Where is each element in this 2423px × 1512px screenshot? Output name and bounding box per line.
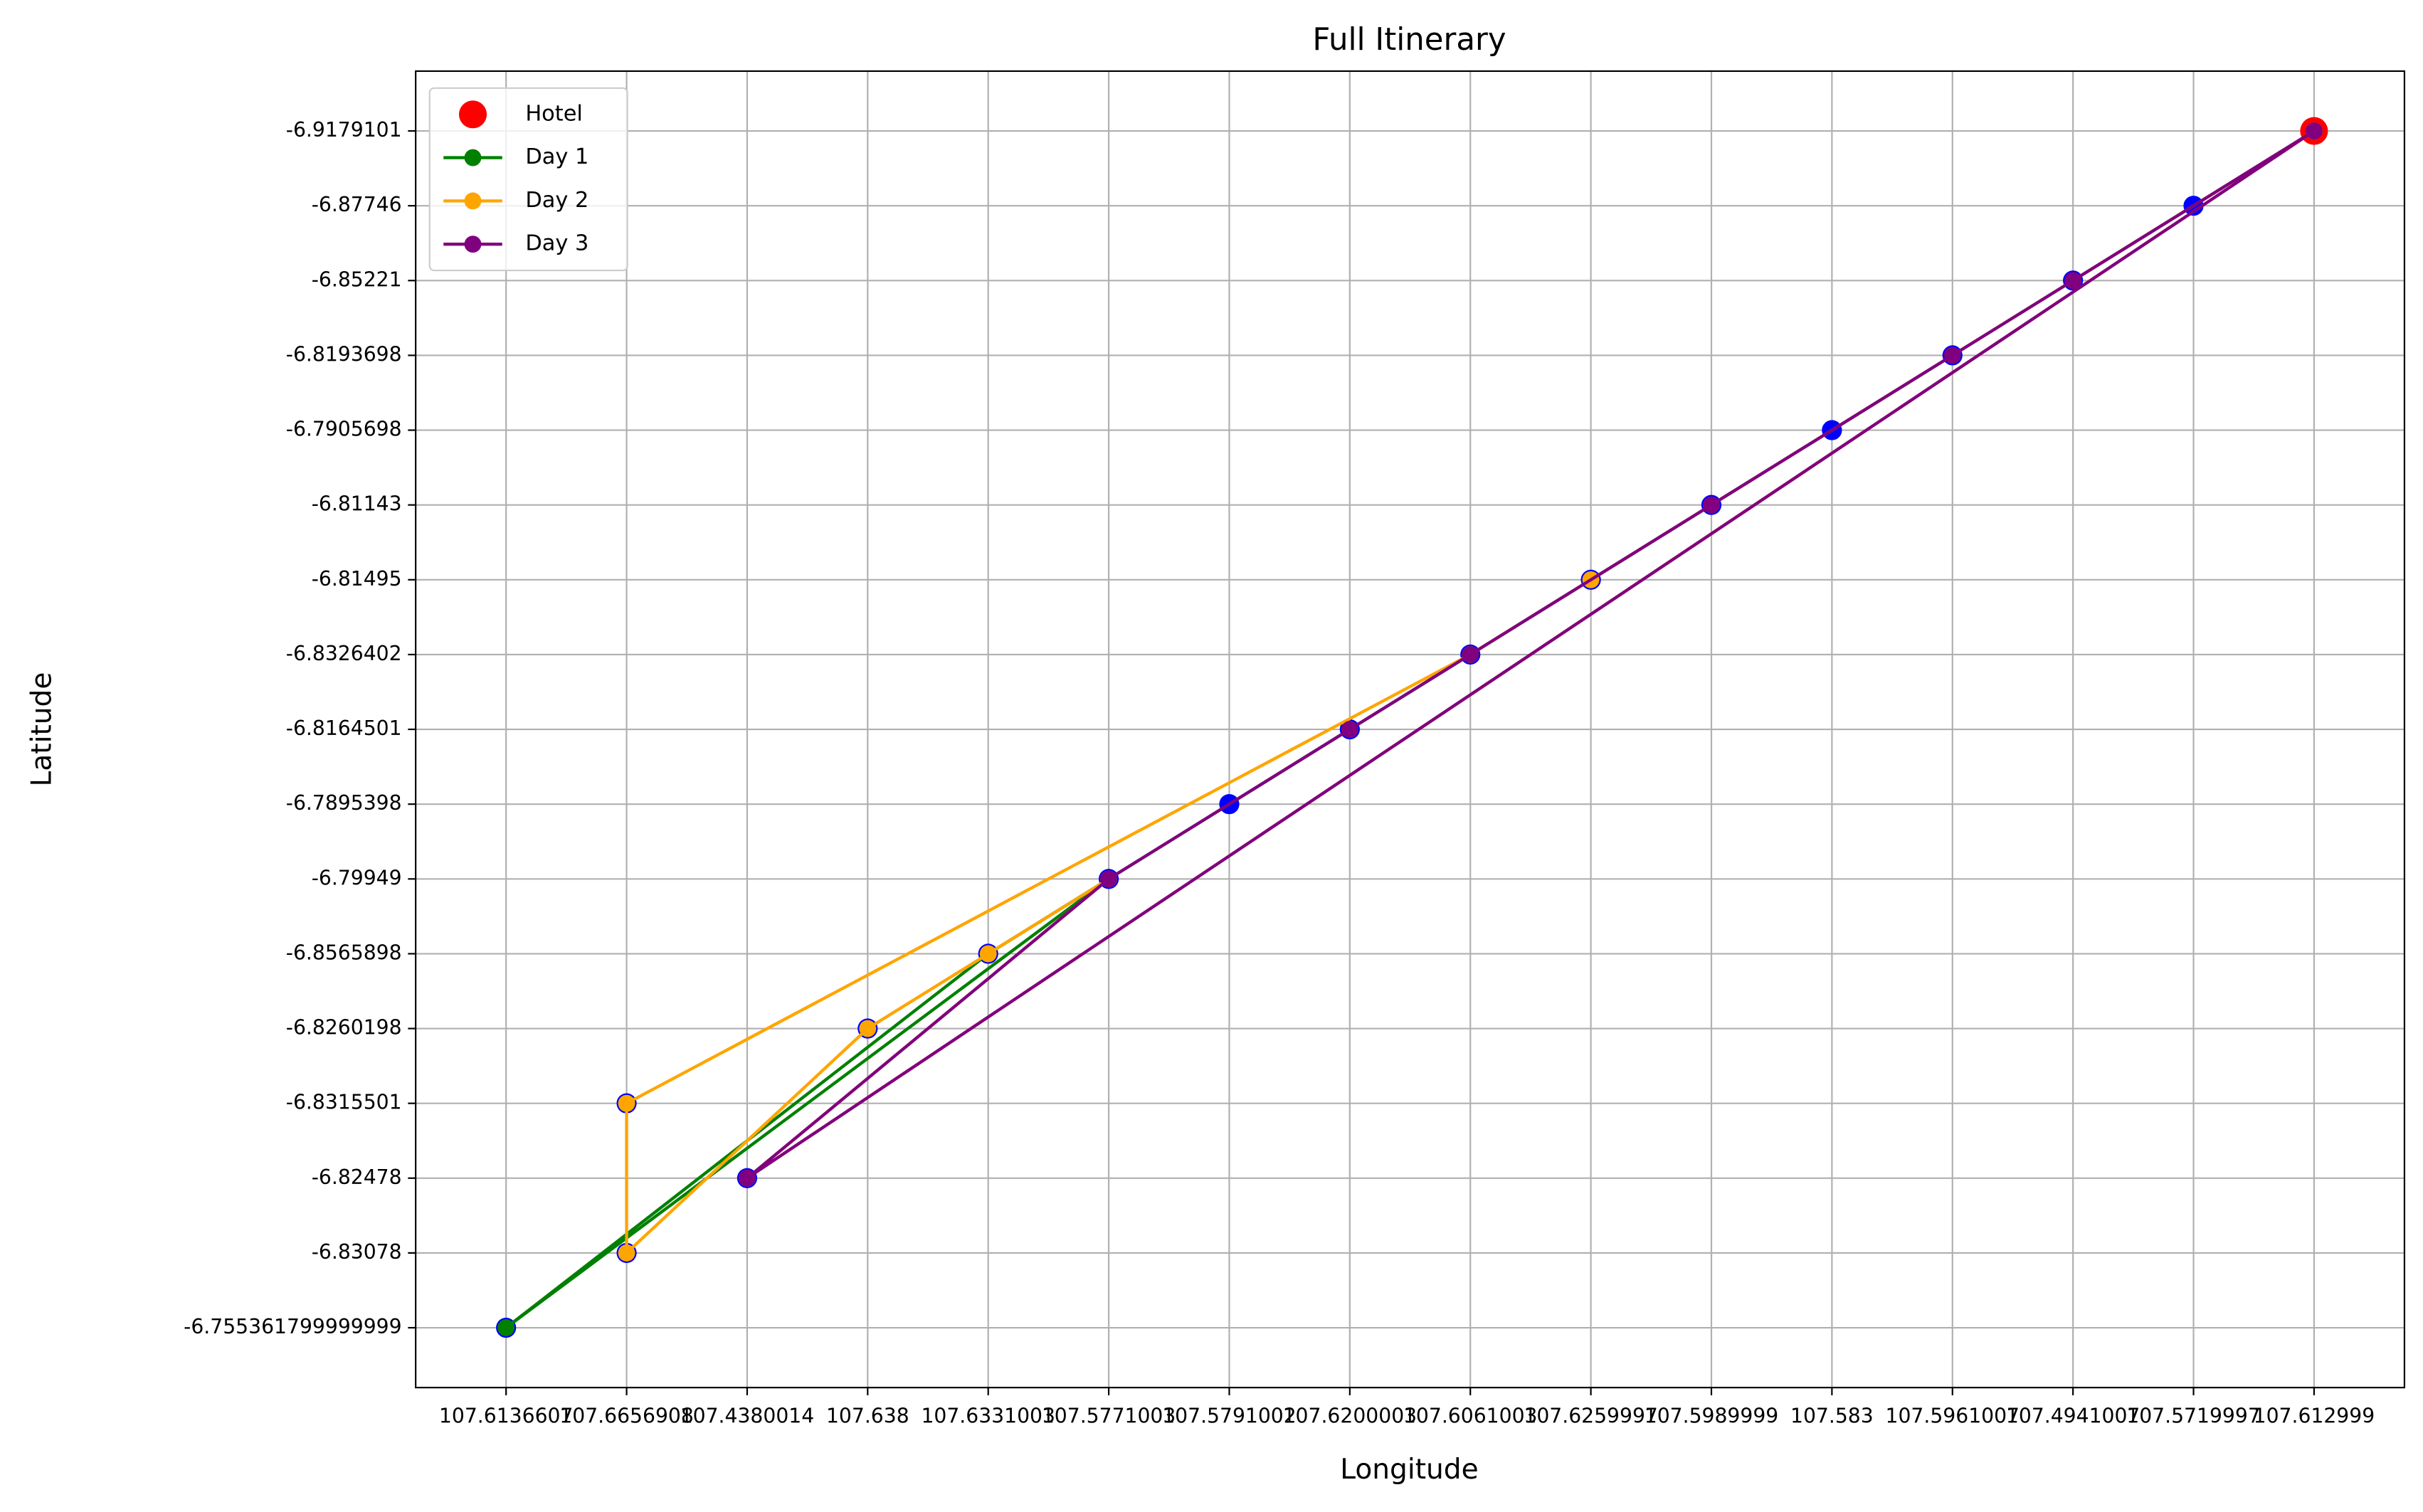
y-tick-label: -6.83078 <box>312 1240 402 1264</box>
y-tick-label: -6.9179101 <box>286 118 402 142</box>
y-tick-label: -6.8193698 <box>286 342 402 366</box>
x-tick-label: 107.583 <box>1790 1404 1874 1427</box>
x-tick-label: 107.5961007 <box>1886 1404 2020 1427</box>
y-tick-label: -6.7895398 <box>286 791 402 815</box>
day-point <box>618 1244 635 1262</box>
day-point <box>497 1319 515 1336</box>
x-tick-label: 107.6656908 <box>559 1404 694 1427</box>
x-tick-label: 107.5771003 <box>1042 1404 1176 1427</box>
y-tick-label: -6.87746 <box>312 193 402 216</box>
day-point <box>1703 496 1720 514</box>
day-point <box>979 945 997 963</box>
chart-title: Full Itinerary <box>1312 22 1506 58</box>
y-tick-label: -6.755361799999999 <box>184 1315 401 1338</box>
legend-marker <box>458 100 487 129</box>
y-tick-label: -6.85221 <box>312 268 402 291</box>
day-point <box>1341 721 1358 738</box>
y-tick-label: -6.8326402 <box>286 642 402 665</box>
legend-label: Hotel <box>525 101 583 126</box>
y-tick-label: -6.8260198 <box>286 1016 402 1040</box>
y-tick-label: -6.79949 <box>312 866 402 889</box>
day-point <box>1462 645 1479 663</box>
y-tick-label: -6.81495 <box>312 567 402 591</box>
legend-label: Day 3 <box>525 231 588 256</box>
y-axis-label: Latitude <box>26 672 58 787</box>
x-tick-label: 107.6200003 <box>1283 1404 1418 1427</box>
x-tick-label: 107.4380014 <box>680 1404 815 1427</box>
x-axis-label: Longitude <box>1340 1454 1478 1486</box>
plot-frame <box>415 70 2406 1389</box>
y-tick-label: -6.8315501 <box>286 1091 402 1114</box>
x-tick-label: 107.638 <box>826 1404 909 1427</box>
legend-marker <box>464 236 482 253</box>
day-point <box>739 1169 756 1187</box>
day-point <box>1100 870 1118 888</box>
y-tick-label: -6.82478 <box>312 1165 402 1189</box>
legend-marker <box>464 149 482 166</box>
day-point <box>618 1094 635 1112</box>
day-point <box>2305 122 2323 139</box>
y-tick-label: -6.8164501 <box>286 717 402 740</box>
day-point <box>2064 272 2082 290</box>
x-tick-label: 107.6259997 <box>1524 1404 1658 1427</box>
day-point <box>859 1020 877 1037</box>
legend-marker <box>464 192 482 210</box>
legend-label: Day 1 <box>525 144 588 169</box>
y-tick-label: -6.81143 <box>312 492 402 516</box>
x-tick-label: 107.6331003 <box>921 1404 1055 1427</box>
x-tick-label: 107.4941007 <box>2006 1404 2140 1427</box>
x-tick-label: 107.6061003 <box>1403 1404 1538 1427</box>
y-tick-label: -6.8565898 <box>286 941 402 964</box>
x-tick-label: 107.5989999 <box>1645 1404 1779 1427</box>
y-tick-label: -6.7905698 <box>286 418 402 441</box>
day-point <box>1943 347 1961 364</box>
legend-box <box>428 87 628 272</box>
x-tick-label: 107.612999 <box>2254 1404 2375 1427</box>
x-tick-label: 107.5719997 <box>2126 1404 2261 1427</box>
x-tick-label: 107.6136607 <box>439 1404 574 1427</box>
x-tick-label: 107.5791002 <box>1162 1404 1297 1427</box>
legend-label: Day 2 <box>525 188 588 213</box>
